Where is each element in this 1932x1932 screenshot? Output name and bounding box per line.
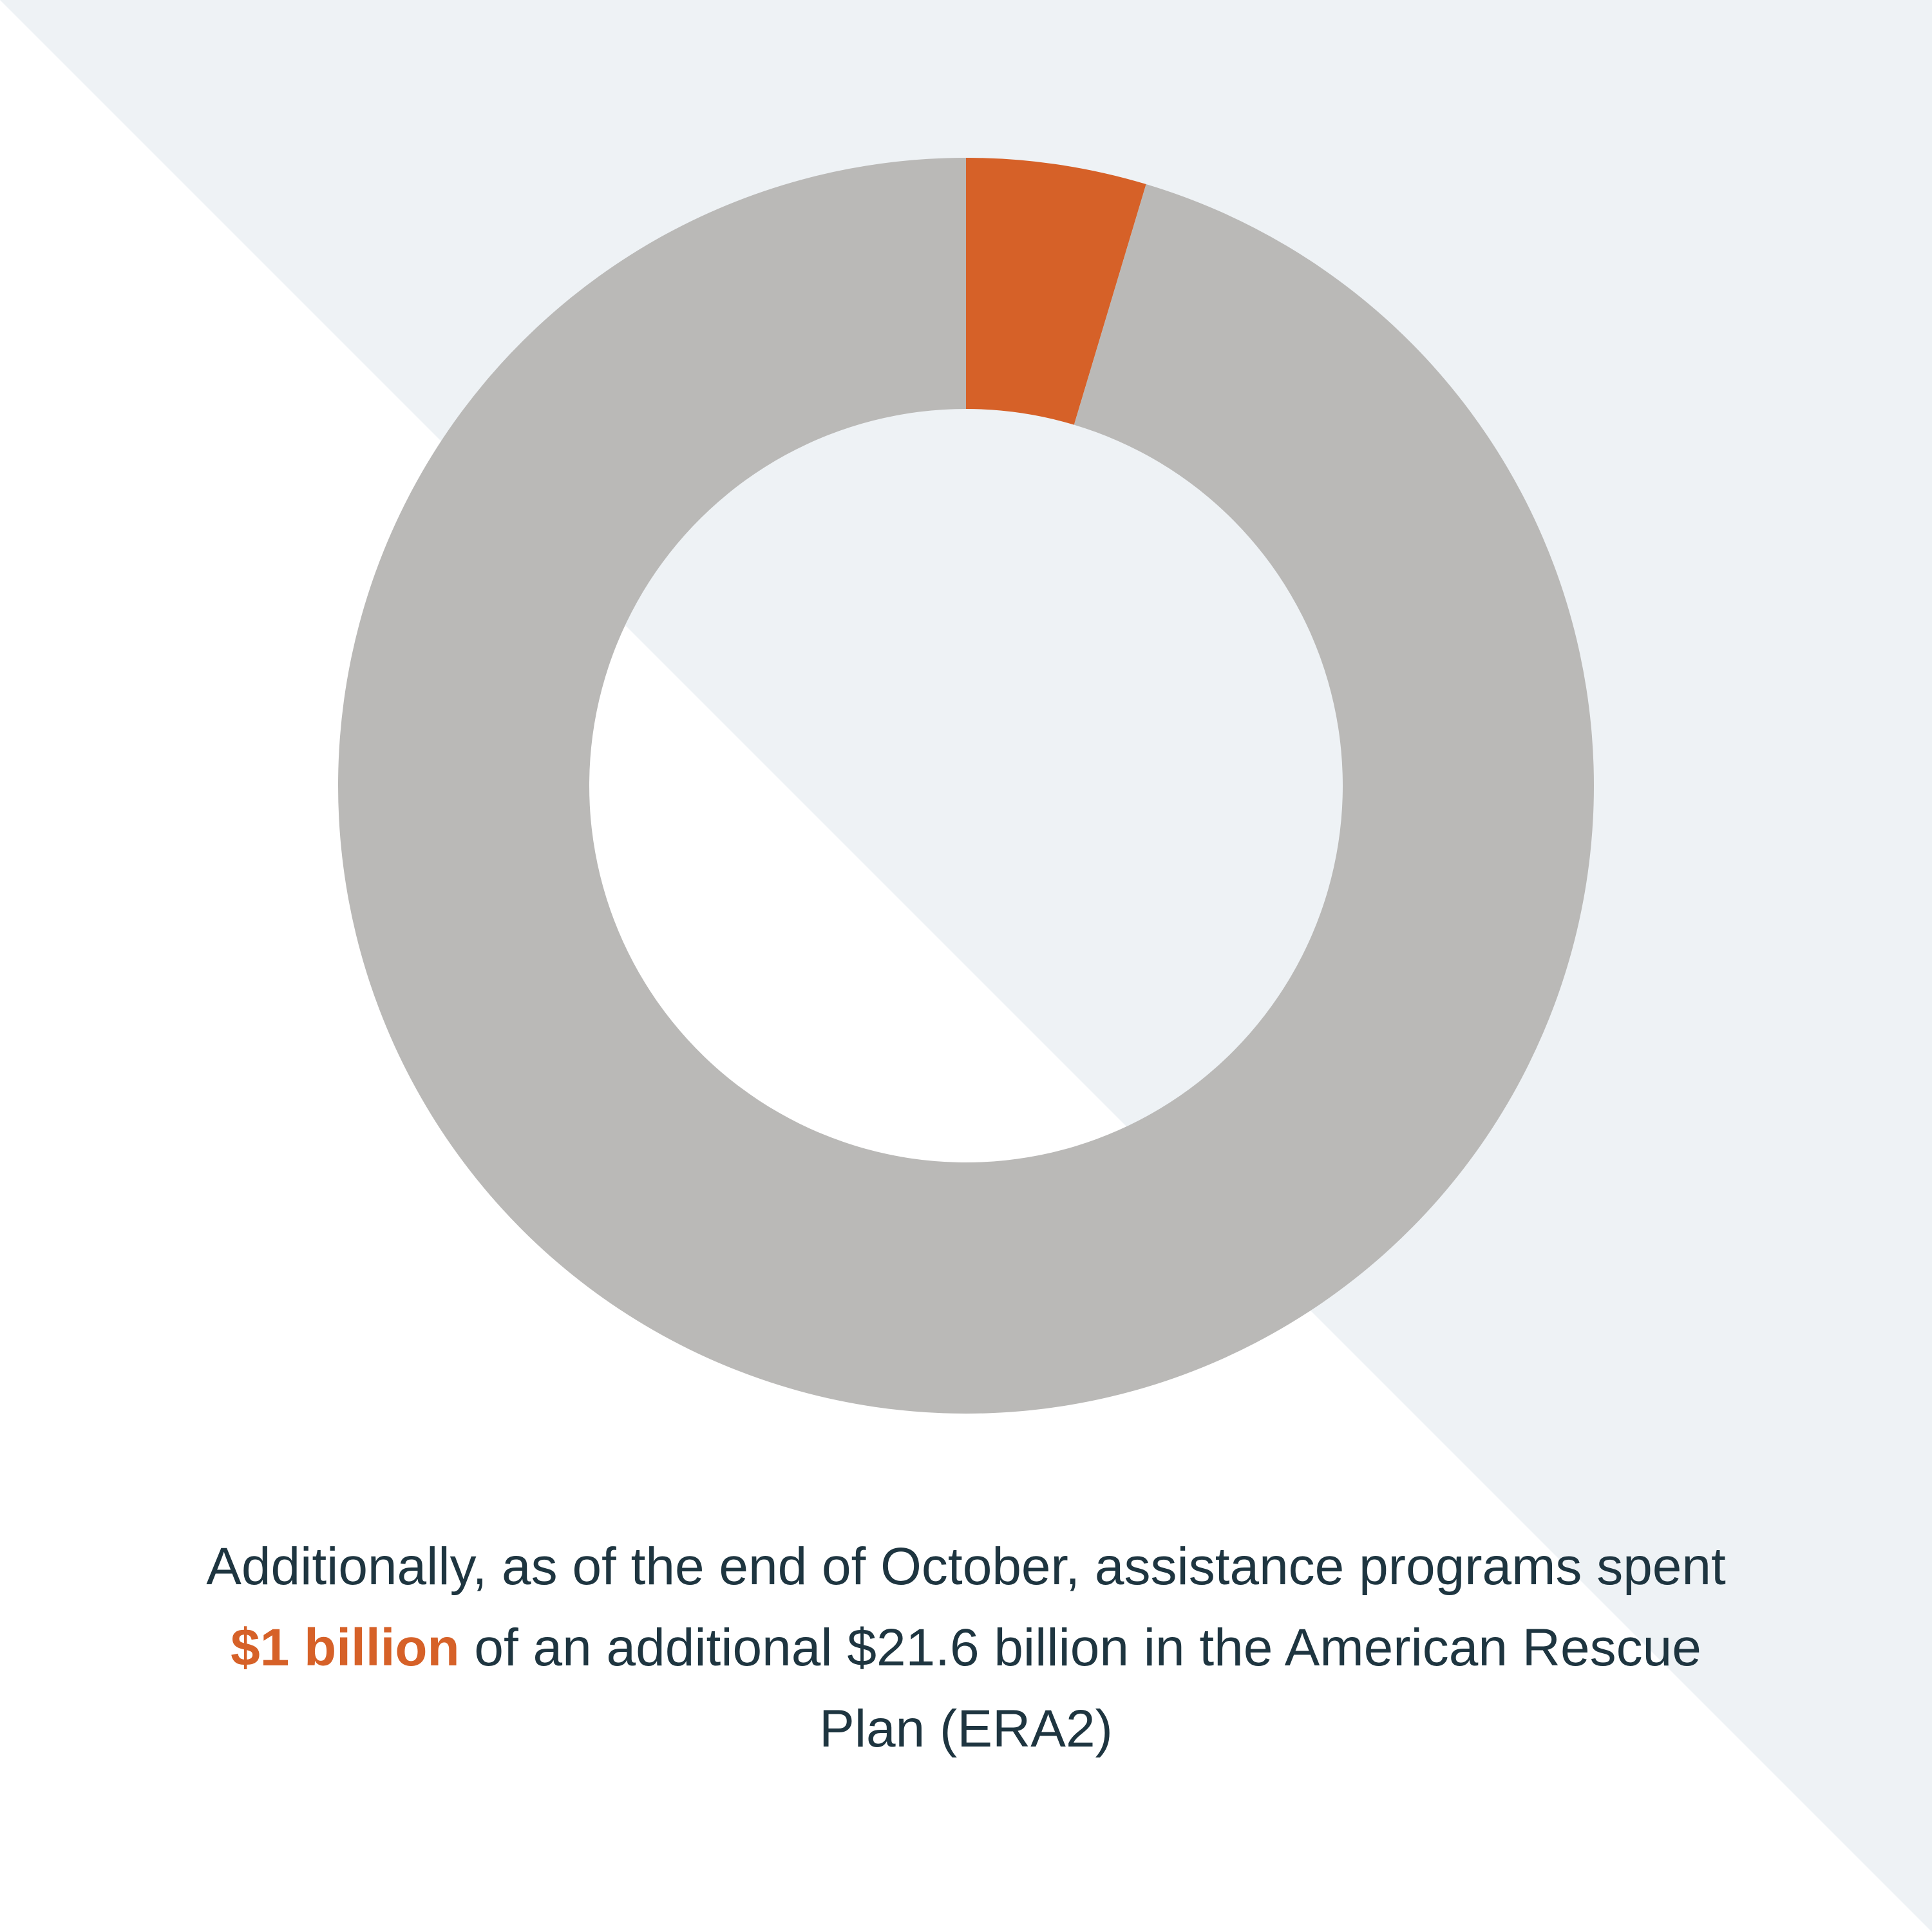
- donut-slice-remaining: [337, 158, 1594, 1414]
- caption-highlight-value: $1 billion: [231, 1618, 460, 1677]
- caption-line-3: Plan (ERA2): [819, 1700, 1113, 1758]
- donut-chart: [337, 158, 1594, 1414]
- caption-line-2: $1 billion of an additional $21.6 billio…: [97, 1607, 1835, 1689]
- caption-line-2-rest: of an additional $21.6 billion in the Am…: [459, 1618, 1701, 1677]
- chart-caption: Additionally, as of the end of October, …: [97, 1526, 1835, 1770]
- caption-line-1: Additionally, as of the end of October, …: [206, 1537, 1726, 1596]
- donut-slice-spent: [966, 158, 1146, 425]
